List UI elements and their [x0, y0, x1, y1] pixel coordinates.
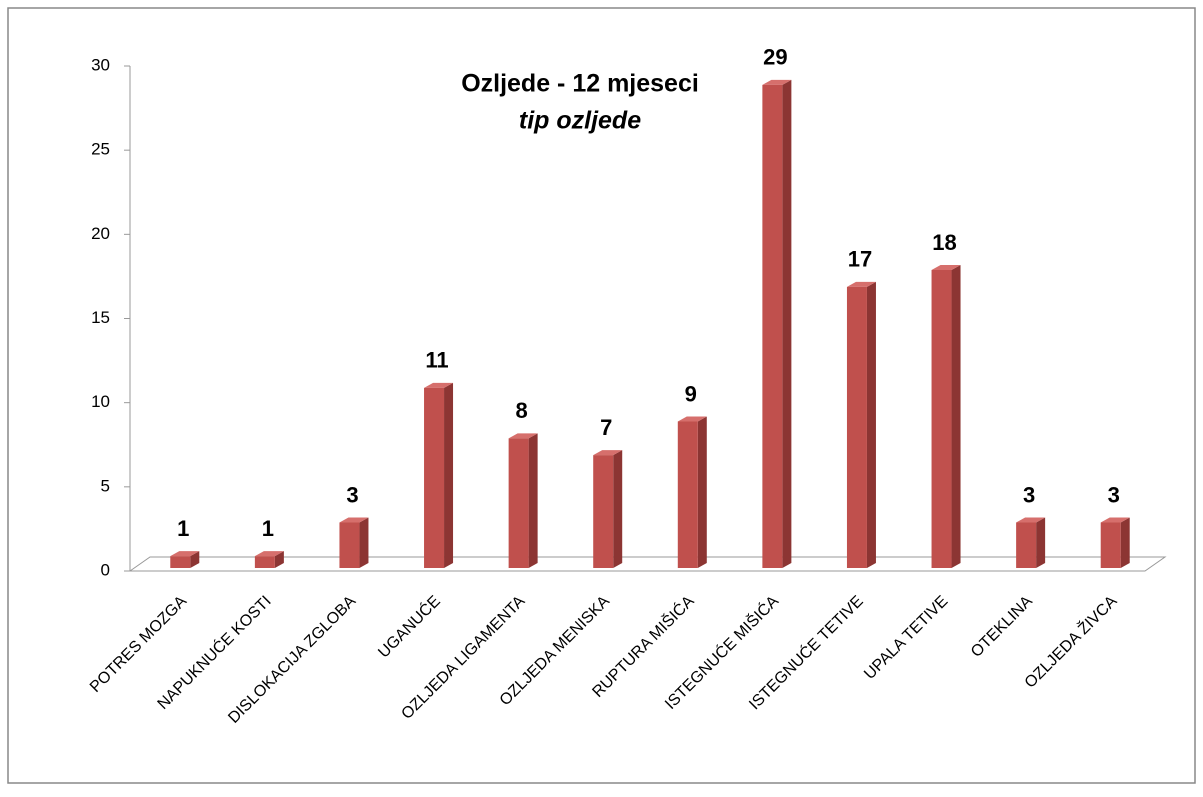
bar-side — [782, 79, 792, 568]
bar-top — [593, 450, 623, 456]
bar-side — [528, 433, 538, 568]
bar-top — [1100, 517, 1130, 523]
value-label: 8 — [516, 398, 528, 423]
y-tick-label: 15 — [91, 308, 110, 327]
bar — [931, 265, 961, 568]
value-label: 3 — [346, 482, 358, 507]
bar-side — [613, 450, 623, 568]
value-label: 3 — [1023, 482, 1035, 507]
bar — [508, 433, 538, 568]
bar-top — [762, 79, 792, 85]
y-tick-label: 5 — [101, 476, 110, 495]
bar — [254, 551, 284, 568]
floor — [128, 556, 1167, 572]
value-label: 29 — [763, 45, 787, 70]
y-tick-label: 25 — [91, 140, 110, 159]
bar-top — [846, 281, 876, 287]
bar — [339, 517, 369, 568]
y-tick-label: 10 — [91, 392, 110, 411]
bar-front — [762, 84, 783, 568]
value-label: 7 — [600, 415, 612, 440]
bar-top — [339, 517, 369, 523]
value-label: 1 — [177, 516, 189, 541]
value-label: 17 — [848, 247, 872, 272]
bar-front — [677, 421, 698, 568]
bar-side — [359, 517, 369, 568]
bar-side — [444, 382, 454, 568]
bar-side — [866, 281, 876, 568]
bar-top — [931, 265, 961, 270]
bar-front — [170, 556, 191, 568]
bar-side — [1120, 517, 1130, 568]
bar-front — [339, 522, 360, 568]
bar — [1100, 517, 1130, 568]
bar-side — [1036, 517, 1046, 568]
value-label: 11 — [425, 348, 448, 373]
bar-top — [677, 416, 707, 422]
value-label: 18 — [932, 230, 956, 255]
value-label: 9 — [685, 381, 697, 406]
chart-title: Ozljede - 12 mjeseci — [461, 70, 699, 98]
bar-front — [593, 455, 614, 568]
y-tick-label: 30 — [91, 55, 110, 74]
bar-side — [951, 265, 961, 568]
bar — [677, 416, 707, 568]
bar-front — [424, 387, 445, 568]
value-label: 1 — [262, 516, 274, 541]
bar-top — [170, 551, 200, 557]
bar-top — [508, 433, 538, 439]
bar-side — [274, 551, 284, 568]
bar-front — [254, 556, 275, 568]
bar-front — [1016, 522, 1037, 568]
bar-side — [190, 551, 200, 568]
bar-top — [1016, 517, 1046, 523]
bar — [170, 551, 200, 568]
bar — [1016, 517, 1046, 568]
chart-border — [7, 7, 1196, 784]
chart-subtitle: tip ozljede — [519, 107, 641, 135]
bar-top — [254, 551, 284, 557]
bar-top — [424, 382, 454, 388]
bar-front — [846, 286, 867, 568]
bar — [424, 382, 454, 568]
y-tick-label: 0 — [101, 560, 110, 579]
bar — [762, 79, 792, 568]
y-tick-label: 20 — [91, 224, 110, 243]
bar — [593, 450, 623, 568]
bar-front — [508, 438, 529, 568]
bar-front — [931, 270, 952, 568]
bar-side — [697, 416, 707, 568]
value-label: 3 — [1108, 482, 1120, 507]
bar — [846, 281, 876, 568]
bar-front — [1100, 522, 1121, 568]
